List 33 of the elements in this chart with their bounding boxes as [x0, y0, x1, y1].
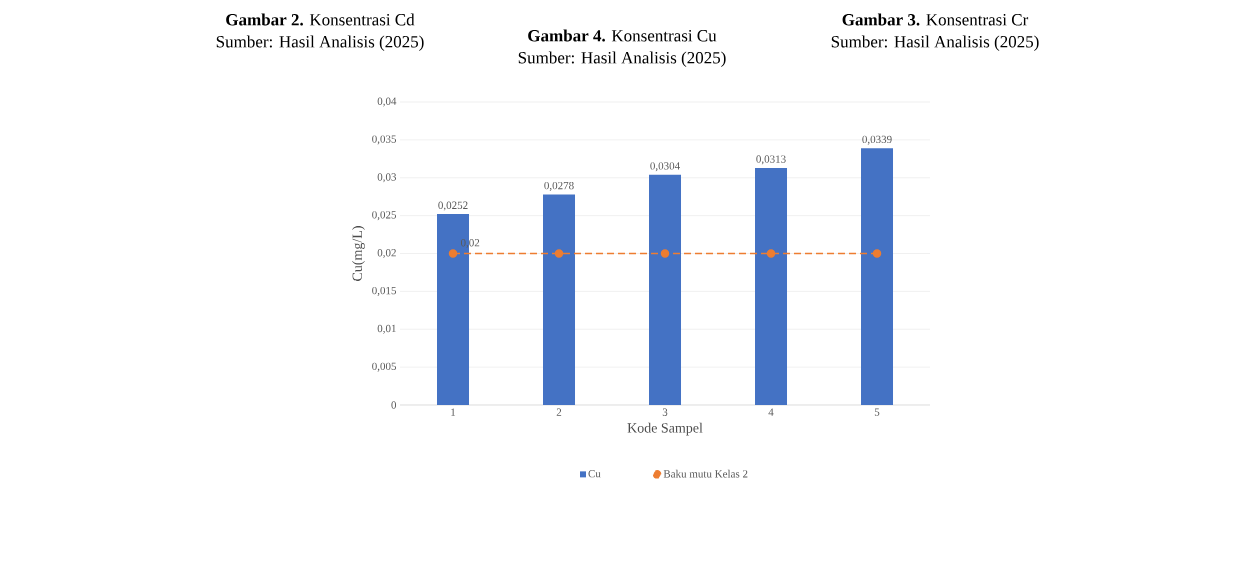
x-tick-label: 4: [768, 408, 774, 416]
bar: [861, 148, 894, 405]
text: Sumber: Hasil Analisis (2025): [216, 35, 424, 51]
y-tick-label: 0,025: [372, 211, 397, 221]
y-tick-label: 0,03: [377, 173, 397, 183]
x-tick-label: 3: [662, 408, 668, 416]
y-tick-label: 0,02: [377, 249, 396, 258]
y-tick-label: 0,04: [377, 97, 397, 107]
text: Sumber: Hasil Analisis (2025): [518, 51, 726, 67]
x-tick-label: 1: [451, 408, 456, 416]
y-tick-label: 0,015: [372, 286, 397, 296]
y-axis-title: Cu(mg/L): [352, 226, 365, 281]
data-label: 0,0304: [650, 162, 680, 172]
text: Gambar 3. Konsentrasi Cr: [842, 13, 1029, 26]
data-label: 0,0339: [862, 135, 892, 145]
data-label: 0,0313: [756, 155, 786, 165]
chart-title: Gambar 4. Konsentrasi Cu: [528, 29, 717, 42]
legend-label: Baku mutu Kelas 2: [663, 469, 748, 478]
legend-label: Cu: [588, 469, 601, 478]
text: Sumber: Hasil Analisis (2025): [831, 35, 1039, 51]
text: Gambar 2. Konsentrasi Cd: [226, 13, 415, 26]
data-label: 0,0278: [544, 181, 574, 191]
x-tick-label: 2: [556, 408, 562, 416]
y-tick-label: 0,035: [372, 135, 397, 145]
bar: [755, 167, 788, 405]
bar: [543, 194, 576, 405]
y-tick-label: 0,01: [377, 324, 396, 334]
x-axis-title: Kode Sampel: [627, 422, 703, 436]
y-tick-label: 0,005: [372, 362, 397, 372]
bar: [649, 174, 682, 405]
y-tick-label: 0: [391, 401, 397, 409]
data-label: 0,0252: [438, 201, 468, 211]
x-tick-label: 5: [874, 408, 880, 416]
